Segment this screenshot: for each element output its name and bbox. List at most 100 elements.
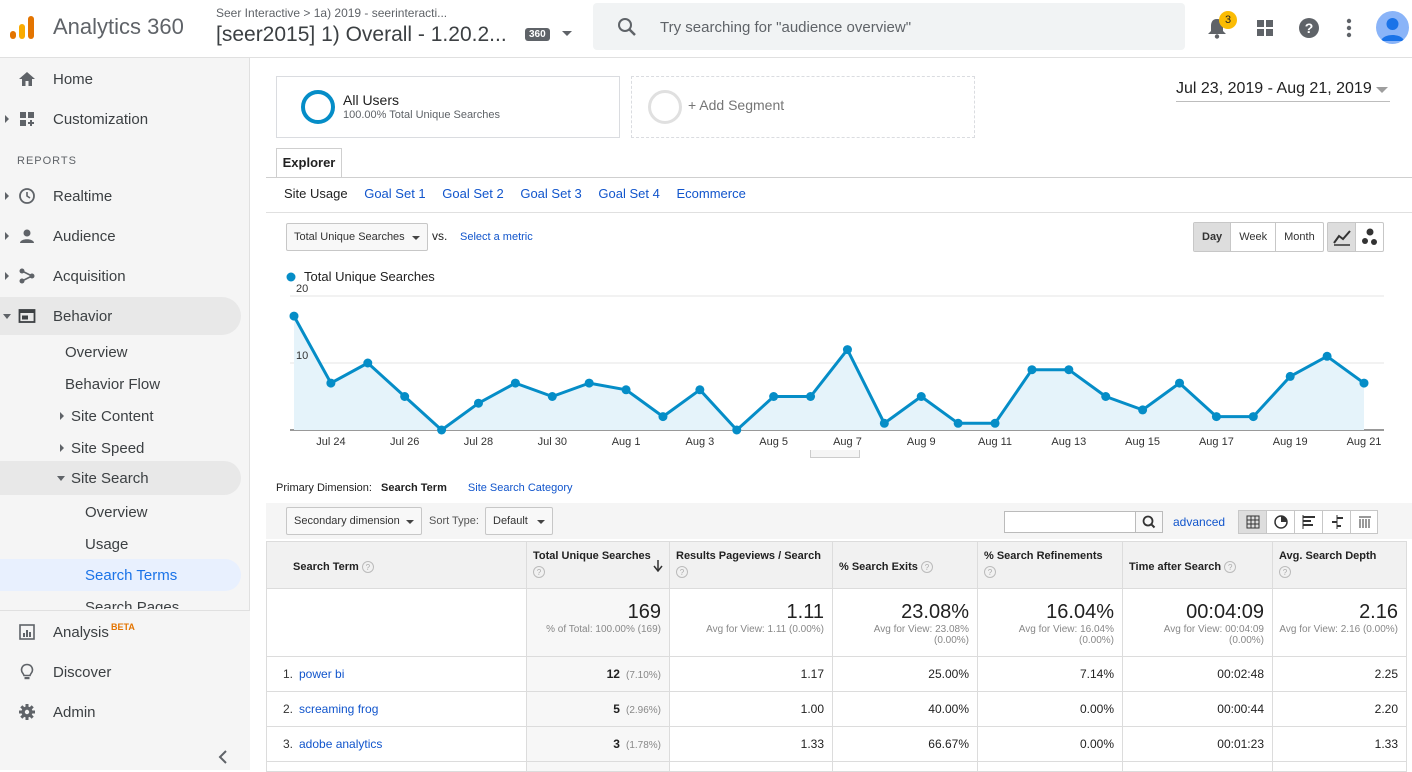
table-filter-input[interactable]: [1004, 511, 1136, 533]
subtab-goal-set-3[interactable]: Goal Set 3: [520, 186, 582, 201]
data-point[interactable]: [473, 398, 483, 408]
data-point[interactable]: [326, 378, 336, 388]
data-point[interactable]: [1248, 412, 1258, 422]
view-percentage-button[interactable]: [1267, 511, 1295, 533]
sidebar-item-analysis[interactable]: Analysis BETA: [0, 613, 241, 651]
view-pivot-button[interactable]: [1351, 511, 1379, 533]
data-point[interactable]: [1175, 378, 1185, 388]
avatar[interactable]: [1376, 11, 1409, 44]
subtab-goal-set-4[interactable]: Goal Set 4: [598, 186, 660, 201]
sidebar-item-discover[interactable]: Discover: [0, 653, 241, 691]
data-point[interactable]: [695, 385, 705, 395]
sidebar-item-search-terms[interactable]: Search Terms: [0, 559, 241, 591]
data-point[interactable]: [363, 358, 373, 368]
data-point[interactable]: [1322, 351, 1332, 361]
search-term-link[interactable]: adobe analytics: [299, 737, 383, 751]
data-point[interactable]: [547, 392, 557, 401]
account-breadcrumb[interactable]: Seer Interactive > 1a) 2019 - seerintera…: [216, 6, 448, 20]
subtab-goal-set-2[interactable]: Goal Set 2: [442, 186, 504, 201]
subtab-goal-set-1[interactable]: Goal Set 1: [364, 186, 426, 201]
column-results-pageviews[interactable]: Results Pageviews / Search?: [669, 541, 833, 589]
date-range-picker[interactable]: Jul 23, 2019 - Aug 21, 2019: [1176, 80, 1390, 102]
sidebar-item-site-speed[interactable]: Site Speed: [0, 429, 241, 467]
add-segment-button[interactable]: + Add Segment: [631, 76, 975, 138]
table-filter-button[interactable]: [1135, 511, 1163, 533]
help-icon[interactable]: ?: [533, 566, 545, 578]
chart-resize-handle[interactable]: [810, 450, 860, 458]
data-point[interactable]: [658, 412, 668, 422]
data-point[interactable]: [1211, 412, 1221, 422]
view-performance-button[interactable]: [1295, 511, 1323, 533]
chevron-down-icon[interactable]: [562, 31, 572, 36]
view-comparison-button[interactable]: [1323, 511, 1351, 533]
sidebar-item-realtime[interactable]: Realtime: [0, 177, 241, 215]
sidebar-item-site-search-overview[interactable]: Overview: [0, 493, 241, 531]
search-term-link[interactable]: screaming frog: [299, 702, 379, 716]
data-point[interactable]: [289, 311, 299, 321]
subtab-ecommerce[interactable]: Ecommerce: [676, 186, 746, 201]
apps-grid-icon[interactable]: [1251, 14, 1279, 42]
data-point[interactable]: [437, 425, 447, 435]
more-vert-icon[interactable]: [1335, 14, 1363, 42]
period-month-button[interactable]: Month: [1284, 231, 1315, 243]
data-point[interactable]: [400, 392, 410, 401]
sidebar-item-home[interactable]: Home: [0, 60, 241, 98]
help-icon[interactable]: ?: [984, 566, 996, 578]
sidebar-item-behavior-flow[interactable]: Behavior Flow: [0, 365, 241, 403]
data-point[interactable]: [879, 418, 889, 428]
subtab-site-usage[interactable]: Site Usage: [284, 186, 348, 201]
data-point[interactable]: [1027, 365, 1037, 375]
line-chart-button[interactable]: [1328, 223, 1356, 251]
help-icon[interactable]: ?: [1224, 561, 1237, 573]
data-point[interactable]: [1285, 371, 1295, 381]
column-avg-search-depth[interactable]: Avg. Search Depth?: [1272, 541, 1407, 589]
data-point[interactable]: [916, 392, 926, 401]
data-point[interactable]: [769, 392, 779, 401]
sidebar-item-site-search[interactable]: Site Search: [0, 461, 241, 495]
sidebar-item-admin[interactable]: Admin: [0, 693, 241, 731]
view-selector[interactable]: [seer2015] 1) Overall - 1.20.2...: [216, 23, 507, 46]
data-point[interactable]: [510, 378, 520, 388]
sidebar-item-customization[interactable]: Customization: [0, 100, 241, 138]
sidebar-item-behavior[interactable]: Behavior: [0, 297, 241, 335]
data-point[interactable]: [1138, 405, 1148, 415]
data-point[interactable]: [953, 418, 963, 428]
dimension-search-term[interactable]: Search Term: [381, 482, 447, 494]
secondary-dimension-dropdown[interactable]: Secondary dimension: [286, 507, 422, 535]
data-point[interactable]: [732, 425, 742, 435]
search-term-link[interactable]: power bi: [299, 667, 345, 681]
sort-type-dropdown[interactable]: Default: [485, 507, 553, 535]
sidebar-item-audience[interactable]: Audience: [0, 217, 241, 255]
help-icon[interactable]: ?: [676, 566, 688, 578]
data-point[interactable]: [990, 418, 1000, 428]
data-point[interactable]: [806, 392, 816, 401]
tab-explorer[interactable]: Explorer: [276, 148, 342, 178]
search-input[interactable]: Try searching for "audience overview": [593, 3, 1185, 50]
column-search-term[interactable]: Search Term ?: [266, 541, 527, 589]
help-icon[interactable]: ?: [1295, 14, 1323, 42]
analytics-logo-icon[interactable]: [8, 14, 36, 42]
advanced-filter-link[interactable]: advanced: [1173, 515, 1226, 529]
data-point[interactable]: [842, 345, 852, 355]
period-week-button[interactable]: Week: [1231, 223, 1277, 251]
data-point[interactable]: [1064, 365, 1074, 375]
motion-chart-button[interactable]: [1356, 223, 1384, 251]
sidebar-item-site-content[interactable]: Site Content: [0, 397, 241, 435]
sidebar-item-search-pages[interactable]: Search Pages: [0, 589, 241, 609]
column-total-unique-searches[interactable]: Total Unique Searches?: [526, 541, 670, 589]
column-time-after-search[interactable]: Time after Search ?: [1122, 541, 1273, 589]
sidebar-item-acquisition[interactable]: Acquisition: [0, 257, 241, 295]
help-icon[interactable]: ?: [1279, 566, 1291, 578]
select-metric-link[interactable]: Select a metric: [460, 231, 533, 243]
sidebar-item-behavior-overview[interactable]: Overview: [0, 333, 241, 371]
view-data-button[interactable]: [1239, 511, 1267, 533]
collapse-sidebar-icon[interactable]: [217, 750, 229, 764]
period-day-button[interactable]: Day: [1194, 223, 1232, 251]
sidebar-item-site-search-usage[interactable]: Usage: [0, 525, 241, 563]
data-point[interactable]: [584, 378, 594, 388]
column-search-exits[interactable]: % Search Exits ?: [832, 541, 978, 589]
dimension-site-search-category[interactable]: Site Search Category: [467, 482, 573, 494]
data-point[interactable]: [1101, 392, 1111, 401]
column-search-refinements[interactable]: % Search Refinements?: [977, 541, 1123, 589]
data-point[interactable]: [1359, 378, 1369, 388]
